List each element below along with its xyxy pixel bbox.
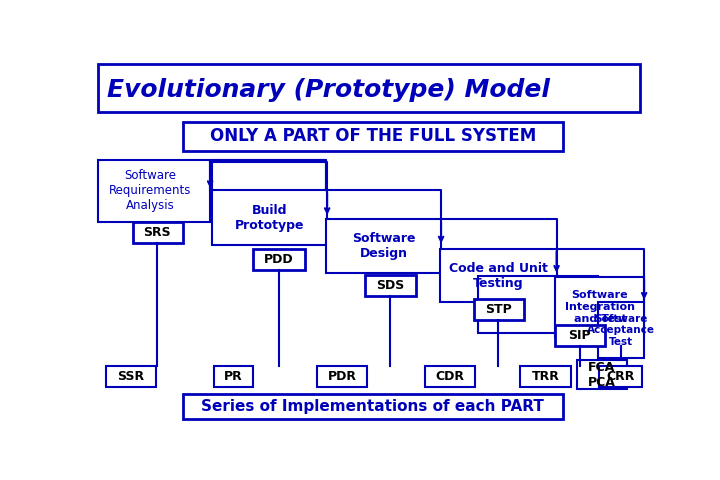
Bar [214,366,253,387]
Bar [555,277,644,337]
Bar [132,222,183,243]
Bar [183,121,563,151]
Bar [441,249,557,302]
Text: Software
Integration
and Test: Software Integration and Test [565,290,635,324]
Text: SDS: SDS [376,279,404,292]
Text: SRS: SRS [143,226,171,239]
Text: Build
Prototype: Build Prototype [235,204,305,232]
Text: SIP: SIP [569,329,591,342]
Text: STP: STP [485,303,512,316]
Text: Code and Unit
Testing: Code and Unit Testing [449,262,548,289]
Text: CDR: CDR [436,370,464,383]
Text: PR: PR [224,370,243,383]
Bar [577,360,627,389]
Text: Software
Design: Software Design [352,232,415,260]
Text: Series of Implementations of each PART: Series of Implementations of each PART [202,399,544,414]
Bar [520,366,570,387]
Bar [474,299,524,320]
Text: Software
Requirements
Analysis: Software Requirements Analysis [109,169,192,212]
Bar [598,302,644,358]
Bar [98,160,210,222]
Text: SSR: SSR [117,370,144,383]
Text: FCA
PCA: FCA PCA [588,361,616,389]
Text: Evolutionary (Prototype) Model: Evolutionary (Prototype) Model [107,78,550,102]
Bar [326,219,441,273]
Bar [106,366,156,387]
Bar [98,64,640,111]
Bar [253,249,305,270]
Text: PDD: PDD [264,253,294,266]
Bar [317,366,367,387]
Bar [365,275,415,296]
Bar [477,276,598,333]
Text: ONLY A PART OF THE FULL SYSTEM: ONLY A PART OF THE FULL SYSTEM [210,127,536,145]
Text: CRR: CRR [606,370,634,383]
Text: PDR: PDR [328,370,357,383]
Bar [183,394,563,419]
Bar [555,325,606,347]
Text: TRR: TRR [531,370,559,383]
Bar [212,190,327,245]
Bar [599,366,642,387]
Text: Software
Acceptance
Test: Software Acceptance Test [587,313,655,347]
Bar [425,366,475,387]
